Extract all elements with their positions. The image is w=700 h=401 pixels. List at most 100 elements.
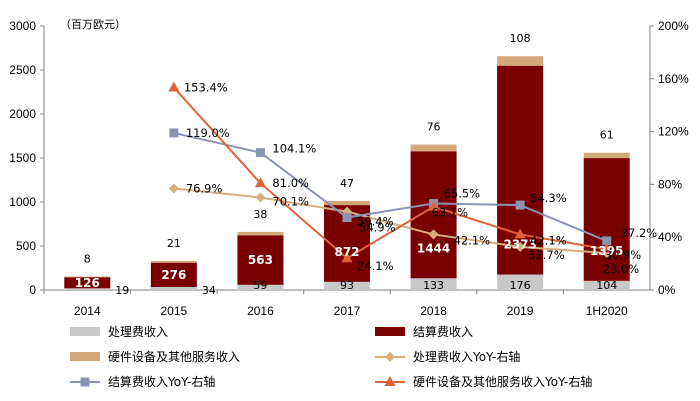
- line-point: [255, 192, 266, 203]
- bar-value-label: 108: [510, 32, 531, 45]
- bar-segment: [324, 200, 370, 206]
- legend-marker: [80, 377, 90, 387]
- line-point: [515, 241, 526, 252]
- bar-value-label: 2373: [503, 238, 536, 252]
- bar-segment: [583, 152, 630, 159]
- line-point: [168, 183, 179, 194]
- bar-value-label: 1444: [417, 241, 450, 255]
- line-value-label: 153.4%: [184, 81, 228, 95]
- right-tick-label: 120%: [658, 125, 689, 139]
- bar-segment: [150, 262, 197, 288]
- bar-value-label: 21: [167, 237, 181, 250]
- bar-segment: [410, 144, 457, 152]
- series-line: [173, 86, 607, 260]
- line-value-label: 76.9%: [186, 181, 223, 195]
- series-line: [173, 187, 607, 255]
- bar-value-label: 133: [423, 279, 444, 292]
- right-tick-label: 200%: [658, 19, 689, 33]
- bar-segment: [237, 235, 284, 285]
- line-value-label: 24.1%: [357, 259, 394, 273]
- line-value-label: 42.1%: [454, 233, 491, 247]
- bar-value-label: 872: [334, 245, 359, 259]
- legend-swatch: [70, 352, 100, 361]
- x-tick-label: 2016: [247, 304, 274, 318]
- legend-label: 处理费收入YoY-右轴: [413, 349, 520, 364]
- bar-segment: [410, 278, 457, 290]
- line-point: [341, 252, 353, 263]
- bar-value-label: 76: [427, 121, 441, 134]
- line-point: [342, 213, 352, 223]
- line-point: [515, 200, 525, 210]
- bar-value-label: 126: [75, 276, 100, 290]
- left-tick-label: 3000: [9, 19, 36, 33]
- bars: [64, 56, 630, 290]
- line-value-label: 104.1%: [272, 142, 316, 156]
- right-tick-label: 40%: [658, 230, 682, 244]
- line-value-label: 30.9%: [605, 248, 642, 262]
- x-tick-label: 2014: [74, 304, 101, 318]
- legend-marker: [385, 352, 395, 362]
- line-value-label: 59.4%: [357, 215, 394, 229]
- line-point: [168, 81, 180, 92]
- data-labels: 19 126 8 34 276 21 59 563 38 93 872 47 133 1444 76 176 2…: [75, 32, 658, 297]
- bar-value-label: 1395: [590, 244, 623, 258]
- x-tick-label: 2018: [420, 304, 447, 318]
- line-point: [255, 148, 265, 158]
- legend-label: 结算费收入YoY-右轴: [108, 374, 215, 389]
- line-point: [601, 243, 613, 254]
- right-tick-label: 160%: [658, 72, 689, 86]
- bar-segment: [497, 56, 544, 66]
- line-value-label: 54.9%: [359, 221, 396, 235]
- bar-segment: [583, 158, 630, 281]
- left-tick-label: 1500: [9, 151, 36, 165]
- lines: [168, 81, 613, 263]
- line-value-label: 65.5%: [444, 187, 481, 201]
- line-point: [602, 236, 612, 246]
- bar-value-label: 563: [248, 253, 273, 267]
- bar-segment: [150, 260, 197, 263]
- bar-value-label: 38: [253, 208, 267, 221]
- bar-segment: [583, 280, 630, 290]
- series-line: [173, 131, 608, 242]
- bar-value-label: 34: [202, 284, 216, 297]
- bar-value-label: 61: [600, 129, 614, 142]
- line-value-label: 119.0%: [186, 126, 230, 140]
- line-value-label: 81.0%: [272, 176, 309, 190]
- legend-label: 处理费收入: [108, 325, 168, 339]
- left-tick-label: 1000: [9, 195, 36, 209]
- bar-value-label: 104: [596, 279, 617, 292]
- line-point: [428, 229, 439, 240]
- legend-label: 硬件设备及其他服务收入YoY-右轴: [413, 374, 592, 389]
- legend-swatch: [375, 327, 405, 336]
- legend-marker: [384, 376, 396, 386]
- legend-swatch: [70, 327, 100, 336]
- unit-label: （百万欧元）: [60, 18, 126, 31]
- left-tick-label: 500: [16, 239, 36, 253]
- bar-segment: [237, 231, 284, 236]
- bar-value-label: 276: [161, 268, 186, 282]
- bar-value-label: 93: [340, 279, 354, 292]
- line-point: [254, 177, 266, 188]
- left-tick-label: 2500: [9, 63, 36, 77]
- line-value-label: 42.1%: [530, 233, 567, 247]
- line-value-label: 63.1%: [432, 206, 469, 220]
- line-point: [514, 228, 526, 239]
- line-point: [428, 200, 440, 211]
- left-tick-label: 2000: [9, 107, 36, 121]
- axes: 0 500 1000 1500 2000 2500 3000 0% 40% 80% 120% 160%…: [9, 19, 689, 318]
- line-value-label: 37.2%: [621, 226, 658, 240]
- bar-segment: [497, 65, 544, 275]
- bar-segment: [324, 281, 370, 290]
- bar-value-label: 8: [84, 253, 91, 266]
- x-tick-label: 2017: [334, 304, 361, 318]
- line-value-label: 64.3%: [530, 191, 567, 205]
- bar-segment: [150, 287, 197, 290]
- x-tick-label: 2019: [507, 304, 534, 318]
- x-tick-label: 1H2020: [586, 304, 628, 318]
- line-value-label: 28.0%: [603, 262, 640, 276]
- x-tick-label: 2015: [161, 304, 188, 318]
- bar-segment: [64, 276, 111, 278]
- line-value-label: 32.7%: [528, 248, 565, 262]
